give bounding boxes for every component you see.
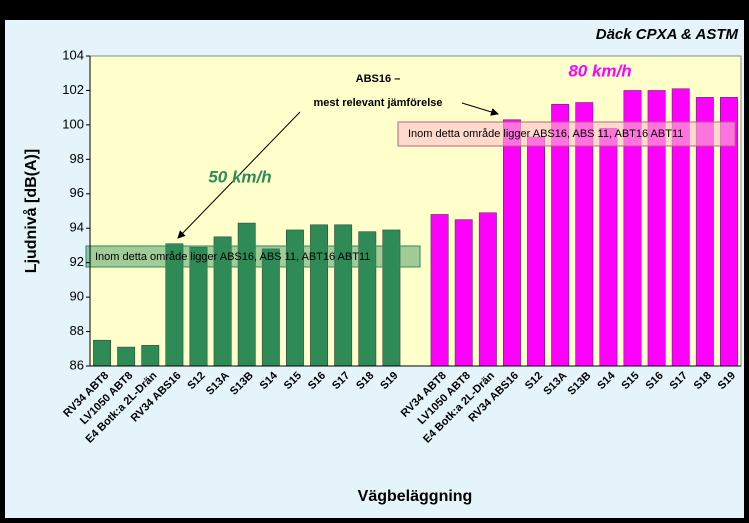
y-tick-label: 98 bbox=[70, 151, 84, 166]
y-tick-label: 104 bbox=[62, 47, 84, 62]
bar bbox=[430, 214, 449, 367]
bar bbox=[503, 119, 521, 367]
arrow bbox=[461, 102, 499, 116]
bar bbox=[93, 339, 111, 367]
bar bbox=[117, 346, 136, 367]
series-label: 50 km/h bbox=[208, 167, 271, 186]
y-tick-label: 88 bbox=[70, 323, 84, 338]
y-tick-label: 102 bbox=[62, 82, 84, 97]
y-tick-label: 90 bbox=[70, 289, 84, 304]
annotation: Inom detta område ligger ABS16, ABS 11, … bbox=[408, 128, 683, 140]
bar bbox=[237, 222, 256, 367]
x-axis-title: Vägbeläggning bbox=[358, 488, 473, 505]
range-box bbox=[85, 245, 421, 268]
range-box bbox=[397, 121, 736, 147]
annotation: Däck CPXA & ASTM bbox=[596, 26, 739, 43]
annotation: mest relevant jämförelse bbox=[313, 97, 442, 109]
bar bbox=[141, 345, 160, 367]
y-tick-label: 94 bbox=[70, 220, 84, 235]
y-tick-label: 92 bbox=[70, 254, 84, 269]
bar bbox=[478, 212, 497, 367]
y-tick-label: 86 bbox=[70, 357, 84, 372]
annotation: ABS16 – bbox=[356, 73, 401, 85]
y-tick-label: 100 bbox=[62, 116, 84, 131]
series-label: 80 km/h bbox=[568, 61, 631, 80]
bar bbox=[599, 128, 618, 367]
y-axis-title: Ljudnivå [dB(A)] bbox=[22, 149, 40, 273]
arrow bbox=[177, 111, 301, 239]
bar bbox=[527, 136, 545, 367]
bar bbox=[454, 219, 473, 367]
y-tick-label: 96 bbox=[70, 185, 84, 200]
annotation: Inom detta område ligger ABS16, ABS 11, … bbox=[95, 251, 370, 263]
